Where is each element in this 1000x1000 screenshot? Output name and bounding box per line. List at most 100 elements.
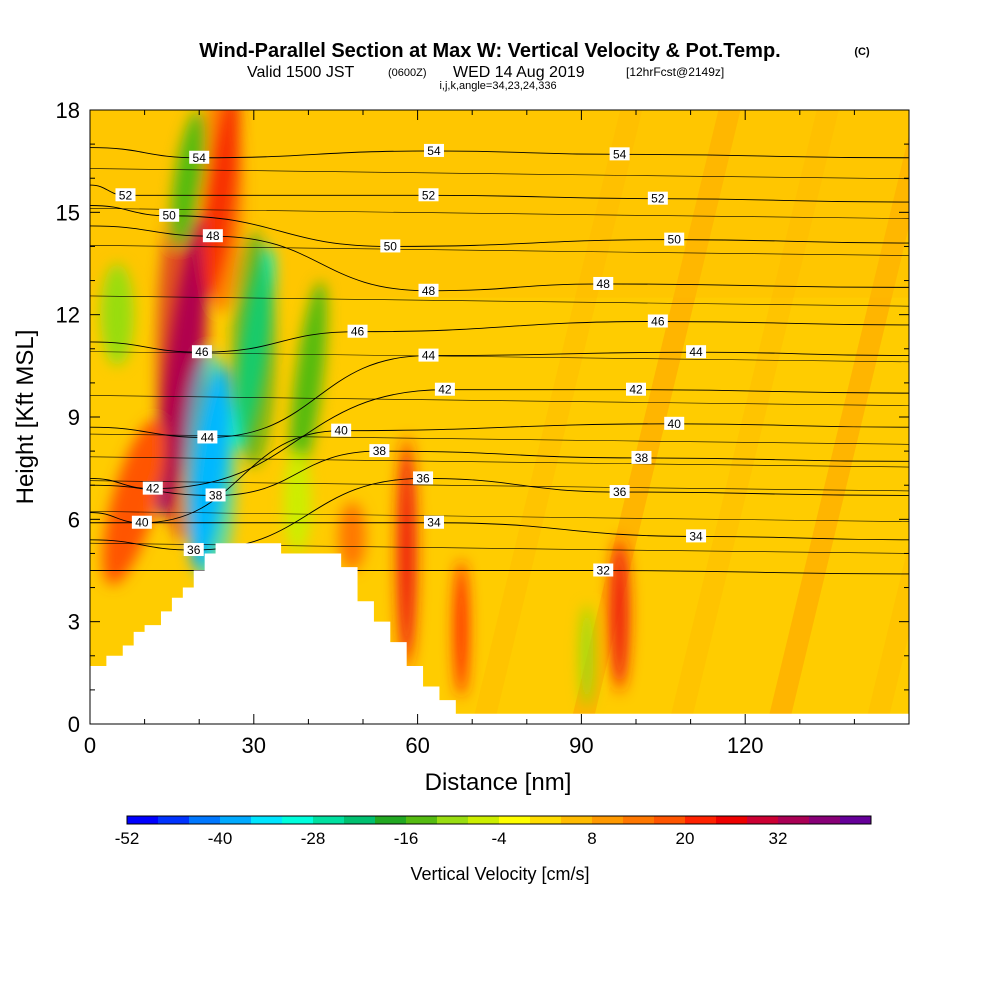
isentrope-label-box [664,416,685,430]
isentrope-label: 44 [201,430,215,444]
isentrope-labels: 54 54 54 52 52 52 50 50 50 48 48 48 46 46 46 44 44 44 42 42… [115,143,707,578]
colorbar-swatch [499,816,531,824]
y-tick-label: 0 [68,712,80,737]
isentrope-label-box [647,191,668,205]
velocity-cell [289,281,327,485]
isentrope-label-box [369,444,390,458]
y-tick-label: 6 [68,507,80,532]
isentrope-label-box [664,232,685,246]
y-tick-label: 15 [56,200,80,225]
colorbar-swatch [685,816,717,824]
isentrope-label: 38 [373,444,387,458]
y-axis-label: Height [Kft MSL] [12,330,39,505]
x-tick-label: 30 [242,733,266,758]
subtitle-date: WED 14 Aug 2019 [453,64,585,81]
plot-area: 54 54 54 52 52 52 50 50 50 48 48 48 46 46 46 44 44 44 42 42… [90,110,909,724]
subtitle-utc: (0600Z) [388,67,427,79]
y-tick-label: 12 [56,303,80,328]
subtitle-indices: i,j,k,angle=34,23,24,336 [439,80,556,92]
isentrope-label: 40 [668,417,682,431]
isentrope-line-minor [90,395,909,406]
colorbar-tick-label: -16 [394,829,419,848]
isentrope-label-box [413,471,434,485]
isentrope-label: 50 [668,233,682,247]
isentrope-label-box [183,543,204,557]
velocity-cell-halo [183,350,237,586]
y-tick-label: 9 [68,405,80,430]
subtitle-forecast: [12hrFcst@2149z] [626,65,724,79]
colorbar-tick-label: -40 [208,829,233,848]
colorbar-swatch [530,816,562,824]
isentrope-line-minor [90,433,909,445]
colorbar-swatch [778,816,810,824]
isentrope-label-box [197,430,218,444]
isentrope-line [90,321,909,353]
colorbar-swatch [313,816,345,824]
isentrope-label-box [202,229,223,243]
colorbar-swatch [809,816,841,824]
chart-title: Wind-Parallel Section at Max W: Vertical… [199,40,780,62]
colorbar-swatch [127,816,159,824]
x-tick-label: 90 [569,733,593,758]
isentrope-label-box [631,450,652,464]
colorbar-swatch [592,816,624,824]
isentrope-label-box [189,150,210,164]
colorbar-swatch [406,816,438,824]
isentrope-label-box [115,188,136,202]
isentrope-label: 36 [416,471,430,485]
isentrope-label-box [205,488,226,502]
velocity-cell [454,560,469,697]
colorbar-swatch [747,816,779,824]
colorbar-tick-label: 20 [676,829,695,848]
isentrope-label: 54 [427,144,441,158]
isentrope-line-minor [90,245,909,256]
isentrope-label: 38 [209,488,223,502]
isentrope-label-box [159,208,180,222]
isentrope-label-box [418,188,439,202]
terrain-mask [90,543,909,724]
isentrope-label: 54 [193,151,207,165]
isentrope-line-minor [90,295,909,307]
isentrope-line [90,147,909,159]
isentrope-label: 40 [135,516,149,530]
isentrope-label-box [686,345,707,359]
x-tick-label: 0 [84,733,96,758]
isentrope-label-box [609,147,630,161]
velocity-band [668,110,839,724]
colorbar-tick-label: 32 [769,829,788,848]
isentrope-label: 40 [334,424,348,438]
isentrope-label-box [434,382,455,396]
isentrope-label: 44 [422,349,436,363]
x-tick-label: 60 [405,733,429,758]
isentrope-label-box [593,276,614,290]
velocity-band [767,135,909,724]
colorbar-swatch [840,816,872,824]
colorbar-swatch [282,816,314,824]
velocity-band [865,542,909,724]
isentrope-label-box [380,239,401,253]
isentrope-label: 52 [651,192,665,206]
isentrope-line-minor [90,168,909,180]
isentrope-label: 42 [438,383,452,397]
colorbar-swatch [344,816,376,824]
isentrope-label-box [423,143,444,157]
colorbar-swatch [189,816,221,824]
colorbar-swatch [716,816,748,824]
isentrope-label: 48 [422,284,436,298]
x-axis: 0 30 60 90 120 [84,110,910,758]
isentrope-line [90,522,909,541]
isentrope-label-box [418,348,439,362]
isentrope-label: 36 [187,543,201,557]
velocity-cell [580,604,594,707]
colorbar-swatch [623,816,655,824]
isentrope-label: 46 [195,345,209,359]
copyright-mark: (C) [854,46,870,58]
isentrope-label: 42 [629,383,643,397]
isentrope-label-box [626,382,646,396]
isentrope-label: 46 [651,314,665,328]
isentrope-line [90,450,909,496]
velocity-cell-halo [199,110,243,313]
isentrope-label-box [647,314,668,328]
x-axis-label: Distance [nm] [425,769,572,796]
